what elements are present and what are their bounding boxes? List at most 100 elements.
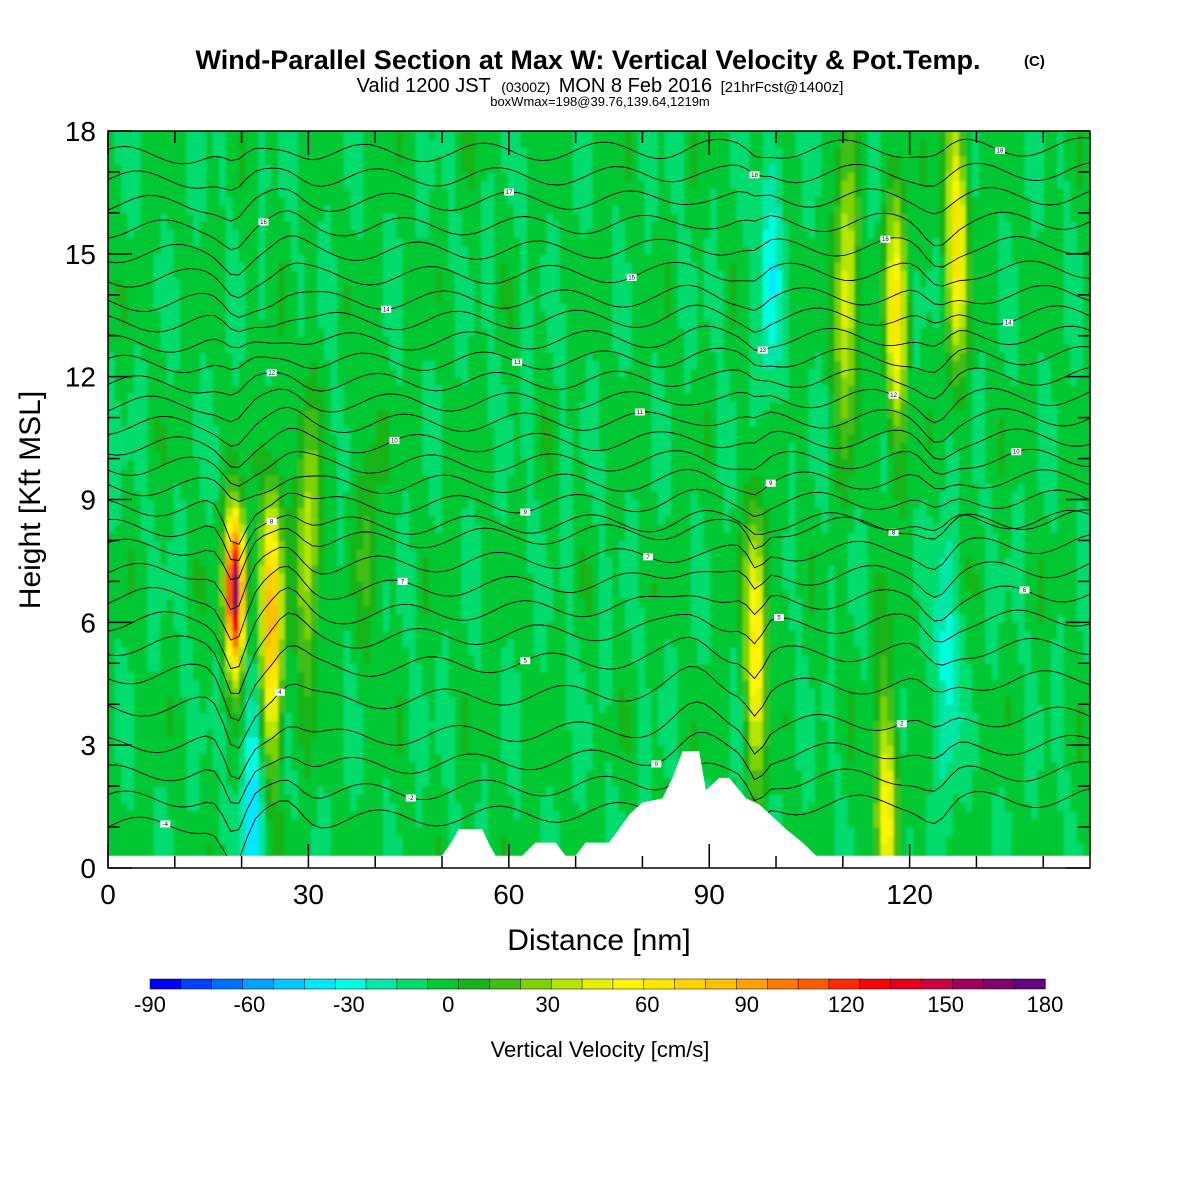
velocity-cell (245, 319, 253, 329)
velocity-cell (304, 736, 312, 746)
velocity-cell (108, 253, 116, 263)
velocity-cell (219, 139, 227, 148)
velocity-cell (284, 278, 292, 288)
velocity-cell (376, 483, 384, 492)
velocity-cell (291, 458, 299, 468)
velocity-cell (153, 835, 161, 845)
velocity-cell (127, 360, 135, 370)
velocity-cell (140, 204, 148, 214)
velocity-cell (180, 294, 188, 304)
velocity-cell (304, 810, 312, 820)
velocity-cell (376, 777, 384, 787)
velocity-cell (180, 614, 188, 623)
velocity-cell (356, 302, 364, 312)
velocity-cell (409, 376, 417, 386)
velocity-cell (369, 302, 378, 312)
velocity-cell (212, 286, 220, 296)
velocity-cell (428, 393, 436, 402)
velocity-cell (173, 442, 181, 451)
velocity-cell (134, 786, 142, 795)
velocity-cell (232, 810, 240, 820)
velocity-cell (304, 605, 312, 615)
velocity-cell (265, 319, 273, 329)
velocity-cell (396, 696, 404, 705)
velocity-cell (140, 556, 148, 566)
velocity-cell (337, 491, 345, 501)
velocity-cell (441, 384, 450, 394)
velocity-cell (193, 491, 201, 501)
velocity-cell (297, 794, 305, 804)
velocity-cell (271, 679, 279, 689)
velocity-cell (324, 450, 332, 460)
velocity-cell (389, 483, 397, 492)
velocity-cell (212, 507, 220, 517)
velocity-cell (271, 311, 279, 320)
velocity-cell (206, 515, 214, 525)
velocity-cell (258, 368, 266, 378)
velocity-cell (310, 491, 319, 501)
velocity-cell (382, 687, 391, 697)
velocity-cell (350, 565, 358, 574)
velocity-cell (317, 753, 325, 763)
velocity-cell (402, 835, 410, 845)
velocity-cell (134, 253, 142, 263)
velocity-cell (180, 442, 188, 451)
velocity-cell (180, 581, 188, 591)
velocity-cell (415, 245, 423, 255)
velocity-cell (199, 196, 207, 206)
velocity-cell (245, 458, 253, 468)
velocity-cell (173, 605, 181, 615)
velocity-cell (337, 769, 345, 779)
velocity-cell (284, 163, 292, 173)
velocity-cell (382, 163, 391, 173)
velocity-cell (238, 720, 247, 730)
velocity-cell (324, 499, 332, 509)
velocity-cell (114, 696, 122, 705)
velocity-cell (153, 679, 161, 689)
velocity-cell (134, 180, 142, 189)
velocity-cell (343, 548, 351, 558)
velocity-cell (337, 229, 345, 239)
velocity-cell (232, 556, 240, 566)
velocity-cell (193, 294, 201, 304)
velocity-cell (415, 696, 423, 705)
velocity-cell (278, 491, 286, 501)
velocity-cell (304, 630, 312, 640)
velocity-cell (127, 319, 135, 329)
velocity-cell (324, 769, 332, 779)
velocity-cell (396, 425, 404, 435)
velocity-cell (291, 769, 299, 779)
velocity-cell (356, 433, 364, 443)
velocity-cell (468, 818, 476, 828)
velocity-cell (108, 319, 116, 329)
velocity-cell (271, 565, 279, 574)
velocity-cell (160, 646, 168, 656)
velocity-cell (337, 155, 345, 165)
velocity-cell (258, 573, 266, 582)
velocity-cell (258, 376, 266, 386)
velocity-cell (147, 237, 155, 247)
velocity-cell (291, 474, 299, 484)
velocity-cell (337, 663, 345, 673)
velocity-cell (147, 360, 155, 370)
velocity-cell (284, 835, 292, 845)
velocity-cell (258, 294, 266, 304)
velocity-cell (396, 180, 404, 189)
velocity-cell (461, 466, 469, 476)
velocity-cell (278, 327, 286, 337)
velocity-cell (389, 704, 397, 714)
velocity-cell (441, 728, 450, 738)
velocity-cell (134, 712, 142, 722)
velocity-cell (409, 278, 417, 288)
velocity-cell (134, 646, 142, 656)
velocity-cell (343, 425, 351, 435)
velocity-cell (186, 180, 194, 189)
velocity-cell (160, 368, 168, 378)
velocity-cell (422, 204, 430, 214)
velocity-cell (127, 794, 135, 804)
velocity-cell (468, 704, 476, 714)
velocity-cell (356, 802, 364, 812)
velocity-cell (291, 294, 299, 304)
velocity-cell (114, 646, 122, 656)
velocity-cell (186, 761, 194, 771)
